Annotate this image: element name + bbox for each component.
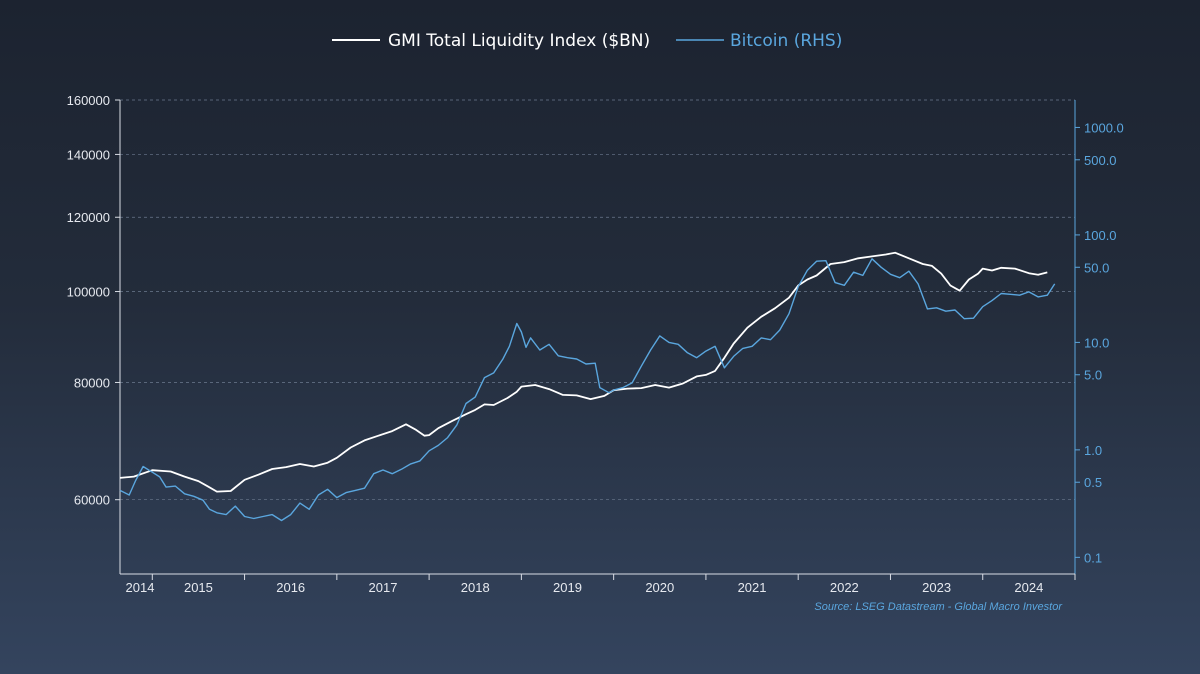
- y-left-tick-label: 140000: [67, 147, 110, 162]
- x-tick-label: 2024: [1014, 580, 1043, 595]
- y-right-tick-label: 500.0: [1084, 153, 1117, 168]
- x-tick-label: 2023: [922, 580, 951, 595]
- y-right-tick-label: 1000.0: [1084, 120, 1124, 135]
- x-tick-label: 2017: [369, 580, 398, 595]
- x-tick-label: 2019: [553, 580, 582, 595]
- y-right-tick-label: 50.0: [1084, 260, 1109, 275]
- y-left-tick-label: 80000: [74, 375, 110, 390]
- axes: 60000 80000 100000 120000 140000 160000 0.1 0.5…: [67, 93, 1124, 595]
- legend-label-bitcoin: Bitcoin (RHS): [730, 31, 842, 51]
- x-tick-label: 2016: [276, 580, 305, 595]
- y-right-tick-label: 100.0: [1084, 228, 1117, 243]
- x-tick-label: 2018: [461, 580, 490, 595]
- y-left-tick-label: 160000: [67, 93, 110, 108]
- x-tick-label: 2020: [645, 580, 674, 595]
- y-left-tick-label: 120000: [67, 210, 110, 225]
- x-tick-label: 2015: [184, 580, 213, 595]
- series-lines: [119, 251, 1056, 522]
- x-tick-label: 2021: [738, 580, 767, 595]
- y-right-tick-label: 0.5: [1084, 475, 1102, 490]
- gridlines: [120, 99, 1075, 501]
- y-right-tick-label: 5.0: [1084, 368, 1102, 383]
- source-note: Source: LSEG Datastream - Global Macro I…: [814, 601, 1063, 613]
- legend: GMI Total Liquidity Index ($BN) Bitcoin …: [332, 31, 842, 51]
- y-right-tick-label: 1.0: [1084, 443, 1102, 458]
- liquidity-index-line: [119, 251, 1048, 493]
- y-left-tick-label: 60000: [74, 493, 110, 508]
- x-tick-label: 2014: [126, 580, 155, 595]
- legend-label-liquidity: GMI Total Liquidity Index ($BN): [388, 31, 650, 51]
- bitcoin-line: [119, 258, 1056, 522]
- y-right-tick-label: 10.0: [1084, 335, 1109, 350]
- x-tick-label: 2022: [830, 580, 859, 595]
- y-right-tick-label: 0.1: [1084, 550, 1102, 565]
- y-left-tick-label: 100000: [67, 285, 110, 300]
